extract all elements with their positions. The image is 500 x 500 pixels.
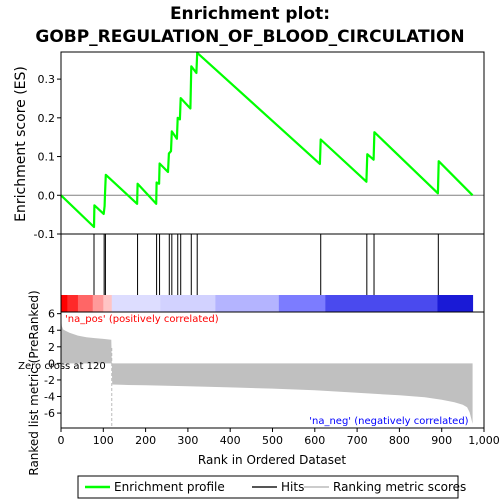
- metric-ytick-label: -6: [44, 407, 55, 420]
- metric-xtick-label: 100: [93, 434, 114, 447]
- metric-ytick-label: 0: [48, 357, 55, 370]
- metric-ytick-label: -4: [44, 391, 55, 404]
- es-panel: -0.1 0.0 0.1 0.2 0.3: [34, 51, 485, 241]
- zero-cross-label: Zero cross at 120: [18, 361, 106, 372]
- es-ylabel: Enrichment score (ES): [13, 66, 29, 222]
- heat-strip-band: [437, 295, 474, 312]
- es-ytick-label: 0.3: [38, 73, 56, 86]
- metric-ylabel: Ranked list metric (PreRanked): [27, 290, 41, 475]
- legend: Enrichment profile Hits Ranking metric sco…: [77, 475, 466, 499]
- hits-panel: [60, 233, 485, 313]
- heat-strip-band: [67, 295, 79, 312]
- legend-label-hits: Hits: [281, 480, 304, 494]
- heat-strip-band: [215, 295, 280, 312]
- es-profile-line: [60, 51, 474, 229]
- metric-ytick-label: 2: [48, 341, 55, 354]
- metric-xtick-label: 800: [389, 434, 410, 447]
- metric-xtick-label: 0: [58, 434, 65, 447]
- metric-xlabel: Rank in Ordered Dataset: [198, 453, 346, 467]
- pos-label: 'na_pos' (positively correlated): [65, 314, 219, 325]
- es-ytick-label: 0.0: [38, 189, 56, 202]
- heat-strip-band: [278, 295, 326, 312]
- metric-frame: [60, 311, 485, 429]
- metric-xtick-label: 400: [220, 434, 241, 447]
- heat-strip-band: [103, 295, 113, 312]
- chart-subtitle: GOBP_REGULATION_OF_BLOOD_CIRCULATION: [35, 27, 464, 47]
- metric-xtick-label: 200: [135, 434, 156, 447]
- metric-ytick-label: -2: [44, 374, 55, 387]
- metric-ytick-label: 4: [48, 324, 55, 337]
- es-ytick-label: 0.1: [38, 151, 56, 164]
- es-ytick-label: -0.1: [34, 228, 55, 241]
- es-ytick-label: 0.2: [38, 112, 56, 125]
- metric-xtick-label: 1,000: [468, 434, 500, 447]
- metric-ytick-label: 6: [48, 308, 55, 321]
- metric-xtick-label: 600: [304, 434, 325, 447]
- metric-area: [61, 317, 473, 424]
- heat-strip-band: [77, 295, 94, 312]
- heat-strip-band: [111, 295, 161, 312]
- heat-strip-band: [160, 295, 216, 312]
- heat-strip-band: [92, 295, 104, 312]
- chart-title: Enrichment plot:: [170, 4, 330, 24]
- metric-xtick-label: 300: [177, 434, 198, 447]
- legend-label-profile: Enrichment profile: [114, 480, 225, 494]
- es-plot-area: [61, 52, 484, 234]
- legend-label-metric: Ranking metric scores: [333, 480, 466, 494]
- metric-xtick-label: 900: [431, 434, 452, 447]
- metric-panel: -6 -4 -2 0 2 4 6 0 100 200 300 400 500 600 700 800 900 1,…: [18, 308, 500, 447]
- metric-xtick-label: 500: [262, 434, 283, 447]
- heat-strip-band: [325, 295, 438, 312]
- metric-xtick-label: 700: [347, 434, 368, 447]
- heat-strip-band: [61, 295, 68, 312]
- neg-label: 'na_neg' (negatively correlated): [309, 416, 468, 427]
